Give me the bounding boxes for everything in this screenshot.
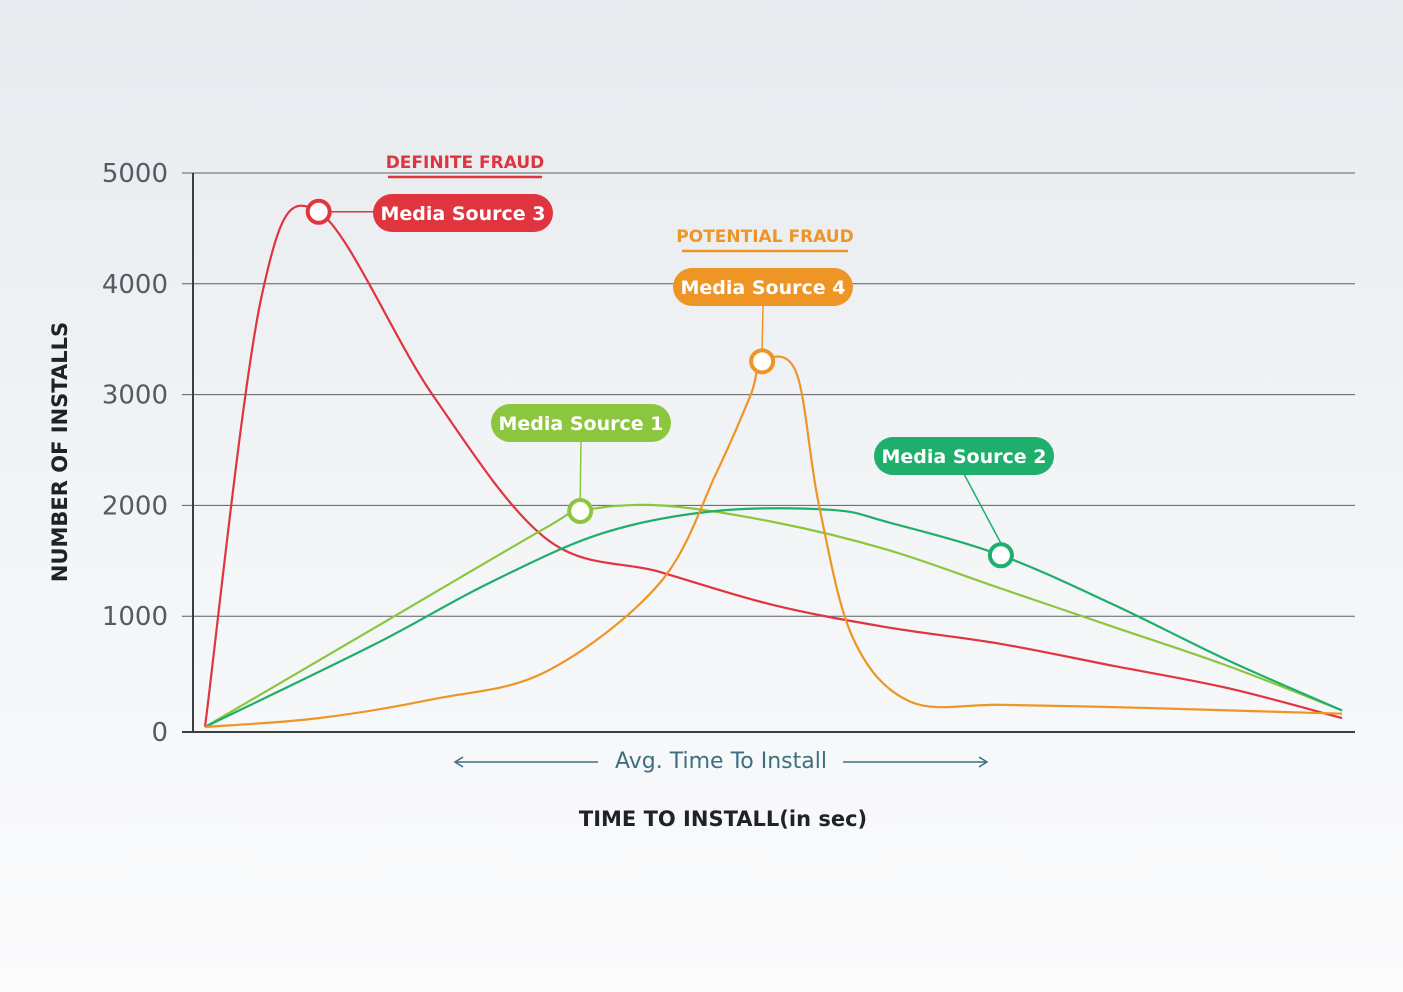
media-source-2-connector (963, 473, 1002, 544)
media-source-2-label: Media Source 2 (882, 446, 1047, 468)
y-tick-label: 0 (151, 718, 168, 748)
series-markers (305, 198, 1014, 569)
y-tick-labels: 5000 4000 3000 2000 1000 0 (102, 159, 168, 748)
media-source-1-label: Media Source 1 (499, 413, 664, 435)
media-source-2-line (204, 507, 1343, 728)
media-source-3-label: Media Source 3 (381, 203, 546, 225)
media-source-2-label-pill (874, 437, 1054, 475)
avg-time-label: Avg. Time To Install (615, 749, 827, 774)
cat-potential-label: POTENTIAL FRAUD (676, 227, 853, 247)
media-source-1-connector (579, 440, 582, 499)
media-source-3-marker (305, 198, 332, 225)
avg-time-annotation: Avg. Time To Install (453, 749, 989, 774)
y-axis-title: NUMBER OF INSTALLS (48, 322, 72, 582)
media-source-4-label: Media Source 4 (681, 277, 846, 299)
y-tick-label: 4000 (102, 270, 168, 300)
y-tick-label: 5000 (102, 159, 168, 189)
media-source-1-marker (567, 497, 594, 524)
media-source-3-label-pill (373, 194, 553, 232)
avg-arrowhead-right (978, 756, 989, 768)
fraud-category-labels: DEFINITE FRAUD POTENTIAL FRAUD (386, 153, 854, 253)
y-tick-label: 3000 (102, 381, 168, 411)
media-source-1-line (204, 503, 1343, 728)
media-source-4-connector (761, 304, 764, 350)
x-axis-title: TIME TO INSTALL(in sec) (579, 807, 867, 831)
y-tick-label: 2000 (102, 491, 168, 521)
grid-lines (182, 172, 1355, 733)
media-source-3-line (203, 204, 1343, 728)
y-tick-label: 1000 (102, 602, 168, 632)
avg-arrowhead-left (453, 756, 464, 768)
media-source-1-label-pill (491, 404, 671, 442)
cat-definite-label: DEFINITE FRAUD (386, 153, 545, 173)
series-lines (203, 204, 1343, 729)
media-source-4-label-pill (673, 268, 853, 306)
media-source-4-line (204, 355, 1343, 729)
series-callouts: Media Source 3 Media Source 1 Media Source… (330, 194, 1054, 544)
media-source-2-marker (987, 542, 1014, 569)
media-source-4-marker (749, 348, 776, 375)
